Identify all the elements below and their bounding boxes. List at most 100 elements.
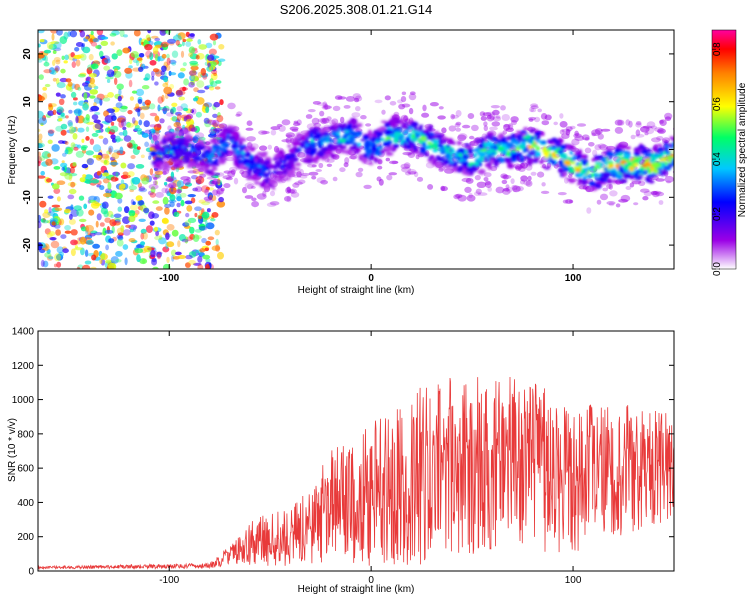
halo-cell (475, 188, 482, 195)
halo-cell (204, 188, 209, 196)
ridge-cell (290, 152, 294, 159)
colorbar (711, 29, 737, 270)
ridge-cell (507, 163, 515, 169)
halo-cell (246, 136, 256, 142)
noise-cell (85, 126, 90, 132)
noise-cell (102, 178, 110, 184)
noise-cell (70, 229, 78, 236)
ridge-cell (212, 166, 218, 171)
ridge-cell (638, 174, 644, 177)
ridge-cell (440, 151, 446, 155)
noise-cell (115, 250, 123, 257)
halo-cell (212, 119, 220, 127)
halo-cell (292, 182, 300, 188)
halo-cell (391, 160, 399, 164)
halo-cell (457, 133, 468, 140)
ridge-cell (336, 125, 345, 129)
noise-cell (38, 53, 45, 59)
halo-cell (537, 171, 545, 178)
noise-cell (59, 77, 68, 83)
noise-cell (89, 138, 95, 145)
ridge-cell (547, 139, 553, 144)
halo-cell (530, 103, 539, 108)
noise-cell (212, 40, 217, 46)
halo-cell (630, 134, 636, 140)
noise-cell (95, 220, 99, 228)
noise-cell (129, 204, 139, 211)
ridge-cell (497, 146, 505, 151)
ridge-cell (539, 160, 544, 164)
ridge-cell (645, 178, 650, 183)
noise-cell (212, 113, 218, 118)
noise-cell (64, 141, 69, 145)
ridge-cell (253, 181, 261, 185)
halo-cell (306, 123, 317, 130)
halo-cell (229, 166, 238, 172)
noise-cell (127, 110, 133, 115)
noise-cell (216, 115, 224, 123)
ridge-cell (266, 163, 275, 167)
noise-cell (117, 197, 123, 204)
halo-cell (511, 184, 518, 190)
noise-cell (92, 144, 102, 153)
halo-cell (415, 154, 420, 160)
noise-cell (149, 220, 155, 226)
noise-cell (38, 221, 42, 229)
noise-cell (90, 201, 100, 209)
noise-cell (129, 58, 133, 65)
noise-cell (217, 251, 224, 260)
ridge-cell (571, 168, 576, 174)
halo-cell (495, 186, 505, 194)
noise-cell (146, 55, 150, 60)
ridge-cell (467, 166, 475, 172)
noise-cell (110, 256, 119, 264)
colorbar-tick-label: 0.6 (712, 97, 723, 111)
ridge-cell (317, 140, 321, 146)
ridge-cell (546, 148, 552, 152)
noise-cell (198, 44, 207, 50)
noise-cell (213, 72, 218, 77)
halo-cell (581, 134, 590, 141)
halo-cell (397, 99, 403, 104)
ridge-cell (419, 146, 423, 150)
halo-cell (483, 121, 488, 127)
halo-cell (227, 170, 236, 178)
ridge-cell (400, 118, 405, 124)
ridge-cell (152, 160, 157, 165)
noise-cell (122, 126, 127, 131)
halo-cell (318, 162, 324, 169)
ridge-cell (351, 142, 358, 145)
noise-cell (158, 237, 167, 245)
noise-cell (167, 199, 177, 203)
ridge-cell (672, 138, 674, 142)
noise-cell (185, 31, 190, 38)
ridge-cell (365, 148, 373, 155)
noise-cell (203, 117, 210, 124)
noise-cell (176, 113, 182, 122)
noise-cell (70, 91, 77, 98)
noise-cell (77, 87, 82, 91)
noise-cell (193, 262, 202, 266)
ridge-cell (344, 149, 353, 155)
ridge-cell (472, 148, 480, 152)
ridge-cell (604, 160, 608, 166)
ridge-cell (421, 134, 425, 138)
noise-cell (184, 182, 193, 187)
halo-cell (631, 178, 642, 185)
noise-cell (78, 73, 86, 78)
halo-cell (461, 177, 472, 183)
noise-cell (187, 217, 197, 223)
noise-cell (175, 39, 180, 46)
ridge-cell (386, 131, 395, 135)
halo-cell (398, 103, 406, 110)
noise-cell (204, 247, 209, 252)
ridge-cell (283, 163, 292, 167)
noise-cell (75, 42, 84, 47)
ridge-cell (240, 156, 245, 160)
halo-cell (664, 112, 673, 120)
ridge-cell (330, 145, 339, 149)
ridge-cell (586, 174, 593, 179)
halo-cell (592, 149, 598, 157)
halo-cell (492, 109, 500, 116)
noise-cell (150, 249, 156, 258)
